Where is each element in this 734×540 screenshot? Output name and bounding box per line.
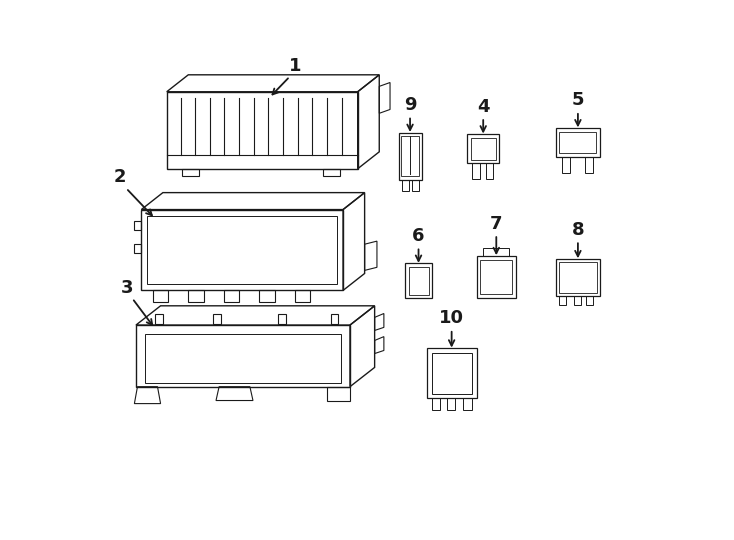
Text: 6: 6 bbox=[413, 227, 425, 245]
Text: 7: 7 bbox=[490, 215, 503, 233]
Text: 2: 2 bbox=[114, 168, 126, 186]
Text: 10: 10 bbox=[439, 309, 464, 327]
Text: 9: 9 bbox=[404, 96, 416, 114]
Text: 5: 5 bbox=[572, 91, 584, 110]
Text: 4: 4 bbox=[477, 98, 490, 116]
Text: 1: 1 bbox=[289, 57, 302, 75]
Text: 3: 3 bbox=[120, 279, 133, 296]
Text: 8: 8 bbox=[572, 221, 584, 239]
